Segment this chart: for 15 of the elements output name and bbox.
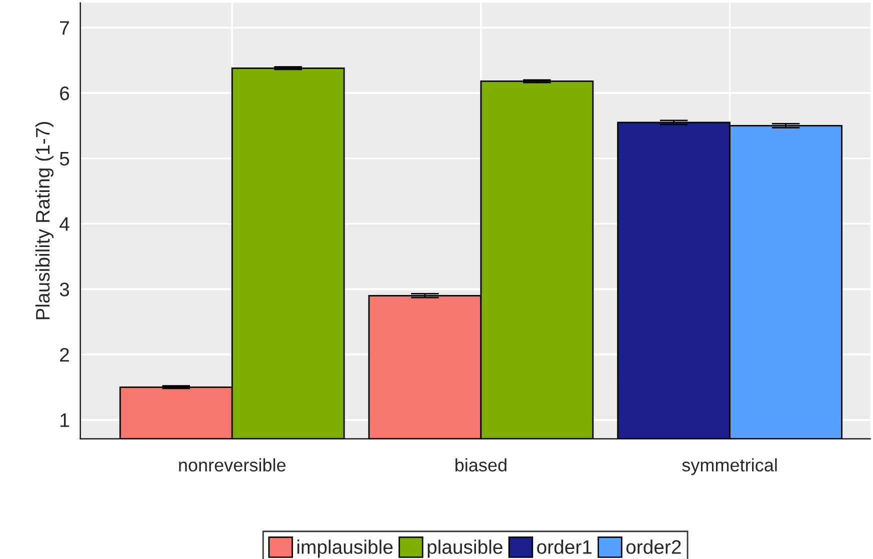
legend-label: order2	[626, 540, 681, 554]
y-tick-label: 4	[60, 217, 70, 231]
y-tick-label: 3	[60, 282, 70, 296]
legend-label: implausible	[297, 540, 393, 558]
y-tick-label: 5	[60, 152, 70, 166]
x-tick-label: nonreversible	[179, 458, 286, 472]
x-tick-label: symmetrical	[682, 458, 777, 476]
y-tick-label: 1	[60, 414, 69, 427]
y-axis-title: Plausibility Rating (1-7)	[35, 122, 54, 320]
y-tick-label: 6	[60, 86, 70, 100]
y-tick-label: 2	[60, 348, 69, 362]
legend-label: plausible	[428, 540, 502, 558]
legend-label: order1	[537, 540, 592, 554]
y-tick-label: 7	[60, 21, 69, 35]
x-tick-label: biased	[456, 458, 506, 472]
